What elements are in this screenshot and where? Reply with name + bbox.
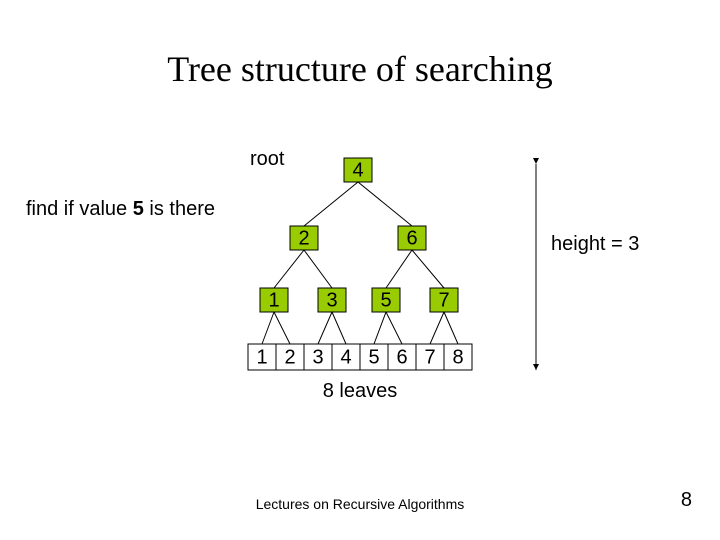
svg-text:4: 4 xyxy=(352,159,363,181)
svg-text:3: 3 xyxy=(326,289,337,311)
svg-text:2: 2 xyxy=(298,227,309,249)
leaves-label: 8 leaves xyxy=(0,380,720,403)
svg-text:6: 6 xyxy=(406,227,417,249)
tree-diagram: 426135712345678 xyxy=(0,0,720,540)
page-number: 8 xyxy=(681,489,692,512)
svg-text:1: 1 xyxy=(268,289,279,311)
svg-text:4: 4 xyxy=(340,346,351,368)
svg-text:2: 2 xyxy=(284,346,295,368)
svg-text:7: 7 xyxy=(438,289,449,311)
svg-text:6: 6 xyxy=(396,346,407,368)
svg-text:7: 7 xyxy=(424,346,435,368)
svg-text:8: 8 xyxy=(452,346,463,368)
svg-text:5: 5 xyxy=(380,289,391,311)
svg-text:1: 1 xyxy=(256,346,267,368)
svg-text:3: 3 xyxy=(312,346,323,368)
footer-text: Lectures on Recursive Algorithms xyxy=(0,496,720,512)
svg-text:5: 5 xyxy=(368,346,379,368)
